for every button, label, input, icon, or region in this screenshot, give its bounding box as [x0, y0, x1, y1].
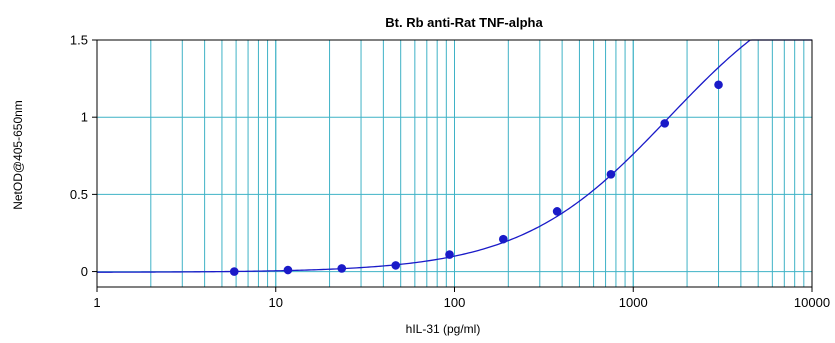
grid-lines [97, 40, 812, 287]
y-tick-label: 0.5 [70, 187, 88, 202]
y-tick-label: 1.5 [70, 33, 88, 48]
x-tick-label: 10000 [794, 295, 830, 310]
fit-curve-layer [96, 39, 812, 273]
data-point [660, 119, 670, 128]
data-point [229, 267, 239, 276]
x-axis-ticks: 1 10 100 1000 10000 [93, 287, 830, 310]
x-tick-label: 1 [93, 295, 100, 310]
chart-title: Bt. Rb anti-Rat TNF-alpha [385, 15, 543, 30]
x-tick-label: 1000 [619, 295, 648, 310]
data-points [229, 80, 723, 276]
data-point [337, 264, 347, 273]
data-point [283, 265, 293, 275]
x-tick-label: 100 [444, 295, 466, 310]
data-point [445, 250, 454, 259]
data-point [498, 234, 508, 244]
y-tick-label: 1 [81, 110, 88, 125]
data-point [606, 170, 616, 179]
fit-curve-line [96, 39, 812, 273]
data-point [552, 207, 562, 216]
x-axis-label: hIL-31 (pg/ml) [406, 322, 481, 336]
y-axis-ticks: 0 0.5 1 1.5 [70, 33, 97, 279]
x-tick-label: 10 [269, 295, 283, 310]
data-point [391, 261, 401, 270]
y-axis-label: NetOD@405-650nm [11, 100, 25, 210]
y-tick-label: 0 [81, 264, 88, 279]
data-point [714, 80, 723, 90]
